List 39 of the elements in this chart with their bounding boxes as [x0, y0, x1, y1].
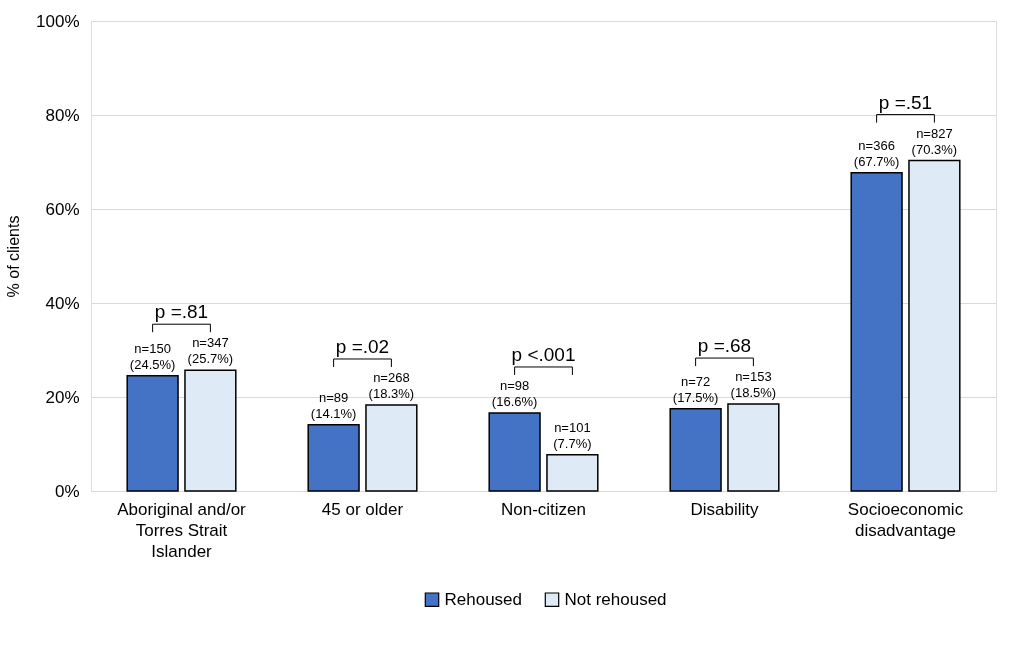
bar: [850, 172, 903, 492]
legend-label: Not rehoused: [564, 589, 667, 609]
y-tick-label: 80%: [45, 105, 80, 125]
bar: [727, 403, 780, 492]
text: n=72 (17.5%): [672, 373, 719, 405]
text: n=827 (70.3%): [911, 125, 958, 157]
x-tick-label: Socioeconomic disadvantage: [847, 499, 964, 540]
bar: [126, 375, 179, 492]
bar: [669, 408, 722, 492]
y-tick-label: 0%: [54, 481, 80, 501]
x-tick-label: Aboriginal and/or Torres Strait Islander: [117, 499, 247, 561]
legend-label: Rehoused: [444, 589, 523, 609]
y-tick-label: 20%: [45, 387, 80, 407]
text: n=89 (14.1%): [310, 389, 357, 421]
x-tick-label: Disability: [690, 499, 759, 519]
annotation: p =.68: [697, 335, 752, 357]
annotation: p =.02: [335, 335, 390, 357]
text: n=153 (18.5%): [730, 369, 777, 401]
x-tick-label: 45 or older: [321, 499, 404, 519]
bar: [488, 412, 541, 492]
text: n=268 (18.3%): [368, 369, 415, 401]
text: n=366 (67.7%): [853, 137, 900, 169]
bar: [546, 454, 599, 492]
annotation: p =.51: [878, 91, 933, 113]
annotation: p <.001: [511, 343, 576, 365]
text: n=150 (24.5%): [129, 340, 176, 372]
bar: [307, 423, 360, 492]
y-axis-title: % of clients: [5, 215, 23, 298]
annotation: p =.81: [154, 301, 209, 323]
text: n=98 (16.6%): [491, 377, 538, 409]
bar: [908, 159, 961, 492]
x-tick-label: Non-citizen: [500, 499, 587, 519]
text: n=101 (7.7%): [553, 419, 592, 451]
y-tick-label: 60%: [45, 199, 80, 219]
text: n=347 (25.7%): [187, 335, 234, 367]
y-tick-label: 40%: [45, 293, 80, 313]
bar: [184, 369, 237, 492]
bar: [365, 404, 418, 492]
y-tick-label: 100%: [36, 11, 80, 31]
